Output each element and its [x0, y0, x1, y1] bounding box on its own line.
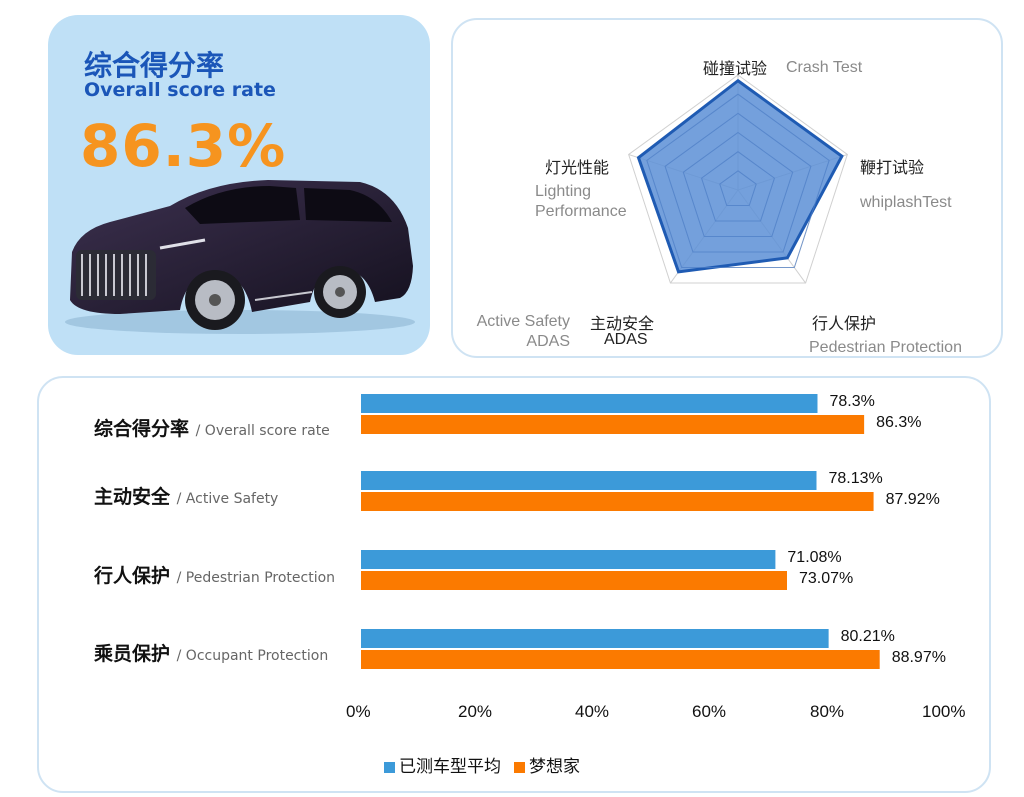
bar-average	[361, 629, 829, 648]
category-label-active-safety: 主动安全 / Active Safety	[94, 486, 279, 508]
radar-axis-label-adas-cn: 主动安全	[590, 316, 655, 333]
x-tick-label: 0%	[346, 702, 371, 721]
bar-value-label: 88.97%	[891, 649, 946, 666]
category-label-pedestrian: 行人保护 / Pedestrian Protection	[94, 565, 336, 587]
bar-value-label: 86.3%	[876, 414, 922, 431]
radar-axis-label-crash-cn: 碰撞试验	[703, 61, 768, 78]
legend-item-model: 梦想家	[514, 752, 580, 777]
radar-axis-label-active-safety-en: Active Safety ADAS	[476, 313, 570, 350]
radar-axis-label-whiplash-cn: 鞭打试验	[860, 160, 925, 177]
bar-model	[361, 492, 874, 511]
category-label-overall: 综合得分率 / Overall score rate	[94, 418, 330, 440]
radar-inner-grid	[719, 170, 757, 207]
x-tick-label: 80%	[810, 702, 845, 721]
radar-axis-label-lighting-en: Lighting Performance	[535, 183, 627, 220]
overall-score-title-en: Overall score rate	[84, 79, 276, 101]
x-tick-label: 100%	[922, 702, 966, 721]
x-tick-label: 20%	[458, 702, 493, 721]
radar-axis-label-lighting-cn: 灯光性能	[545, 160, 610, 177]
bar-value-label: 78.13%	[828, 470, 883, 487]
radar-axis-label-adas-en: ADAS	[604, 331, 648, 348]
radar-axis-label-crash-en: Crash Test	[786, 59, 863, 76]
radar-inner-grid	[682, 131, 794, 238]
x-tick-label: 40%	[575, 702, 610, 721]
bar-value-label: 78.3%	[829, 393, 875, 410]
radar-grid-ring	[628, 74, 848, 284]
overall-score-title-cn: 综合得分率	[84, 49, 225, 82]
bar-average	[361, 550, 776, 569]
bar-model	[361, 415, 865, 434]
radar-inner-grid	[646, 93, 830, 269]
bar-model	[361, 571, 787, 590]
bar-value-label: 87.92%	[885, 491, 940, 508]
radar-axis-label-whiplash-en: whiplashTest	[860, 194, 952, 211]
legend-item-average: 已测车型平均	[384, 752, 501, 777]
legend-swatch-model	[514, 761, 525, 773]
radar-inner-grid	[664, 112, 812, 253]
overall-score-value: 86.3%	[80, 112, 287, 180]
radar-inner-grid	[700, 151, 776, 222]
category-label-occupant: 乘员保护 / Occupant Protection	[94, 643, 329, 665]
bar-average	[361, 471, 817, 490]
legend-swatch-average	[384, 761, 395, 773]
bar-model	[361, 650, 880, 669]
radar-axis-label-pedestrian-cn: 行人保护	[812, 316, 877, 333]
bar-value-label: 80.21%	[840, 628, 895, 645]
bar-value-label: 71.08%	[787, 549, 842, 566]
x-tick-label: 60%	[692, 702, 727, 721]
radar-axis-label-pedestrian-en: Pedestrian Protection	[809, 339, 962, 356]
bar-value-label: 73.07%	[798, 570, 854, 587]
radar-series-area	[636, 78, 844, 274]
bar-average	[361, 394, 818, 413]
